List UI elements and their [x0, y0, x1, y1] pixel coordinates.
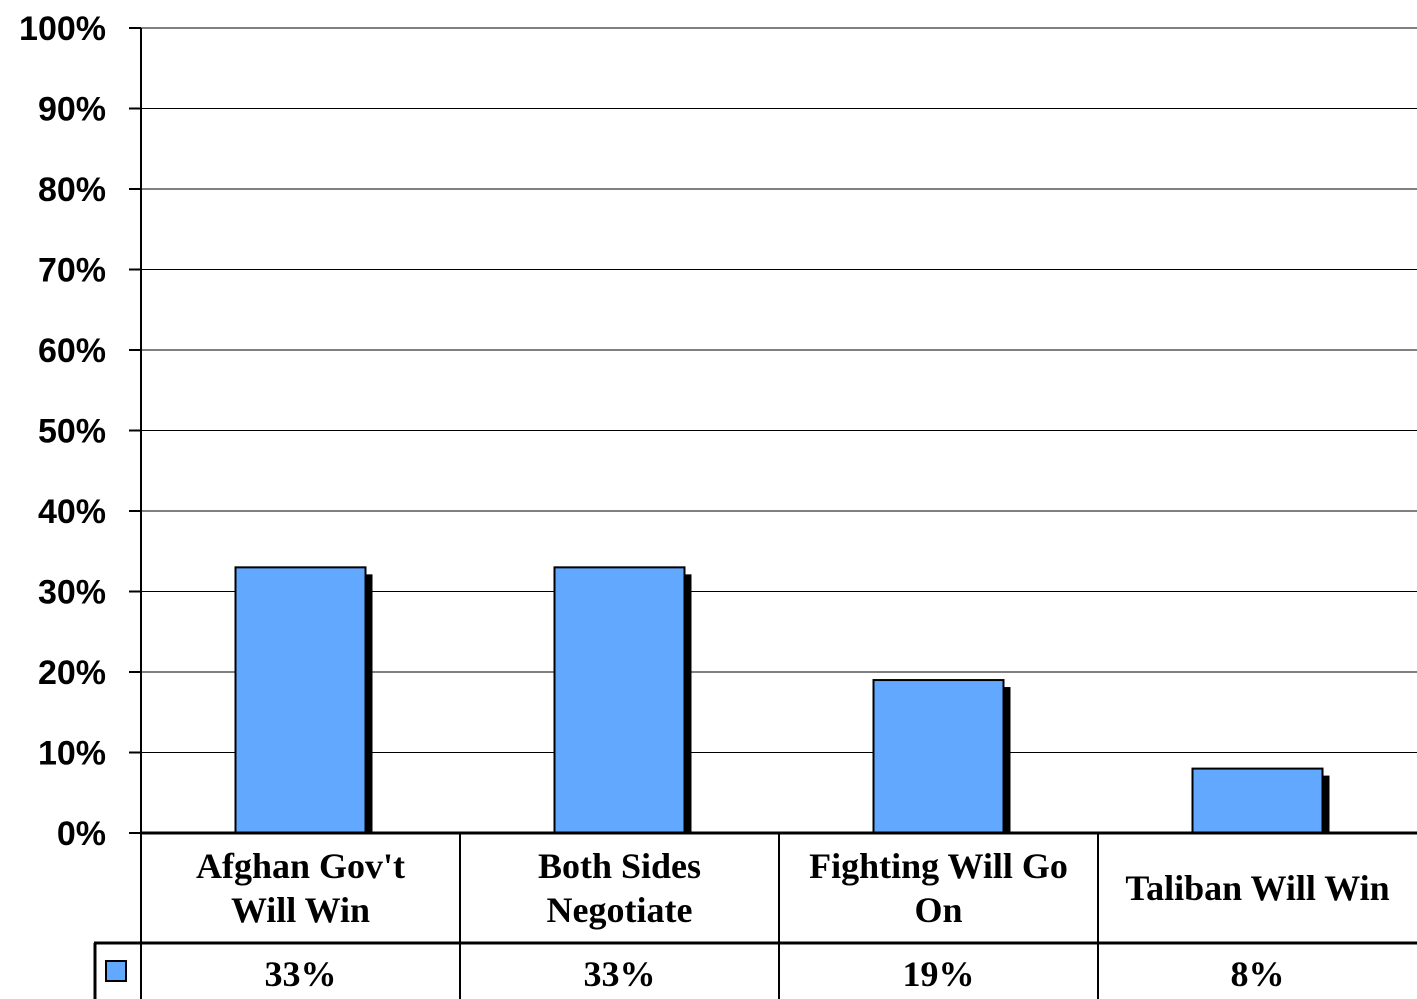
value-label: 19%: [903, 954, 975, 994]
category-label: Both Sides: [538, 846, 701, 886]
legend-key-swatch: [105, 960, 127, 982]
y-tick-label: 30%: [38, 574, 106, 612]
y-tick-label: 60%: [38, 332, 106, 370]
category-label: Will Win: [231, 890, 370, 930]
bar: [553, 566, 686, 834]
y-tick-label: 100%: [19, 10, 106, 48]
bar: [234, 566, 367, 834]
y-tick-label: 80%: [38, 171, 106, 209]
category-label: Fighting Will Go: [809, 846, 1068, 886]
category-label: Afghan Gov't: [196, 846, 405, 886]
y-axis: 0% 10% 20% 30% 40% 50% 60% 70% 80% 90% 100%: [19, 10, 142, 999]
y-tick-label: 0%: [57, 815, 106, 853]
value-label: 8%: [1231, 954, 1285, 994]
bar: [1191, 767, 1324, 834]
bars: [234, 566, 1330, 834]
bar: [872, 679, 1005, 834]
value-label: 33%: [265, 954, 337, 994]
y-tick-label: 40%: [38, 493, 106, 531]
y-tick-label: 50%: [38, 413, 106, 451]
y-tick-label: 20%: [38, 654, 106, 692]
category-label: Taliban Will Win: [1125, 868, 1389, 908]
y-tick-label: 90%: [38, 91, 106, 129]
category-label: Negotiate: [547, 890, 693, 930]
value-label: 33%: [584, 954, 656, 994]
y-tick-label: 10%: [38, 735, 106, 773]
category-label: On: [914, 890, 962, 930]
y-tick-label: 70%: [38, 252, 106, 290]
